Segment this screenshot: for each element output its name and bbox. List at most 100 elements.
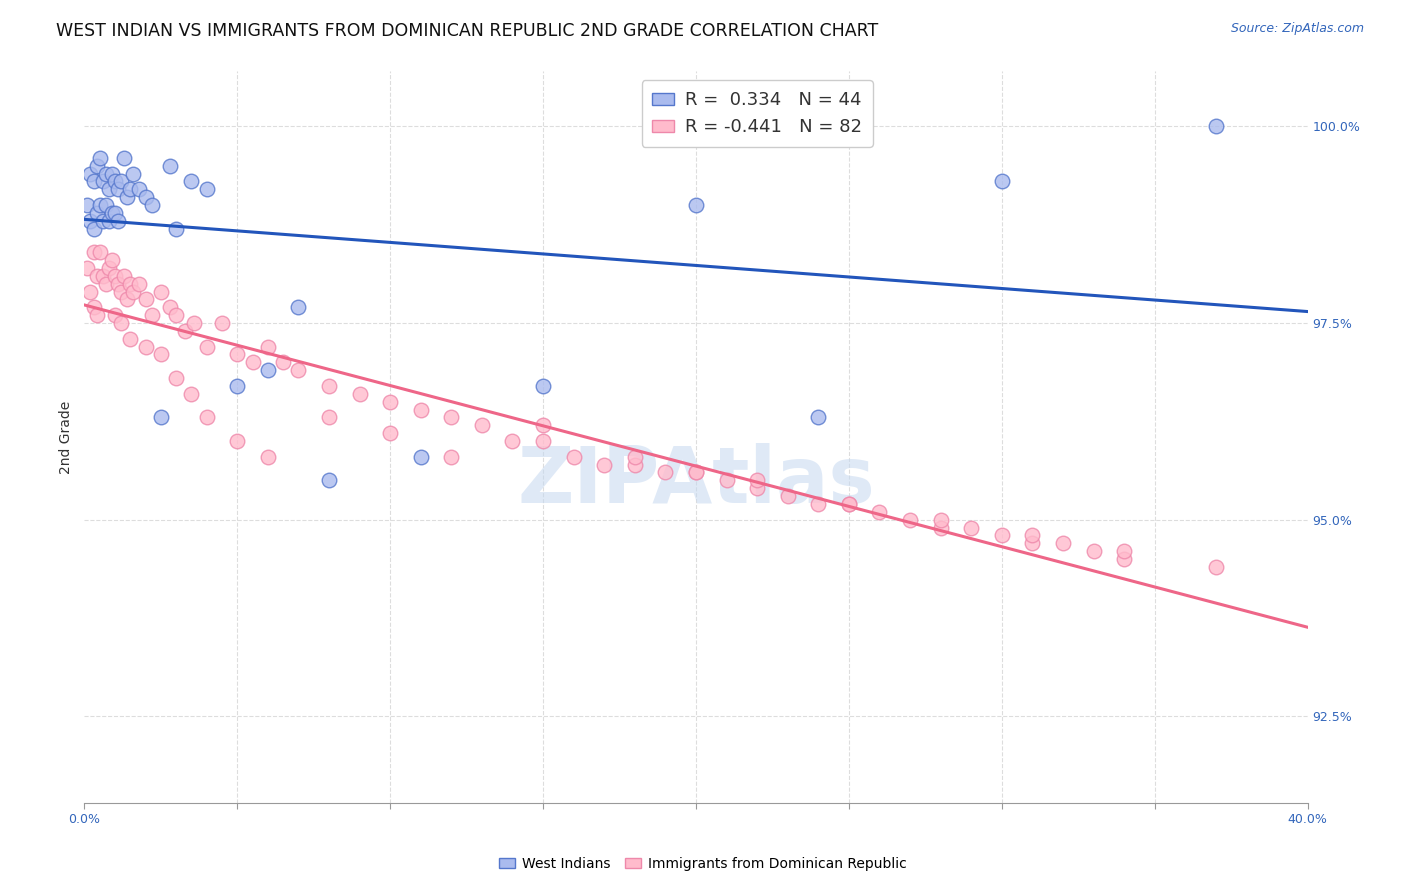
Point	[838, 497, 860, 511]
Point	[120, 182, 142, 196]
Point	[1114, 544, 1136, 558]
Point	[97, 260, 120, 275]
Point	[226, 347, 249, 361]
Point	[1021, 536, 1043, 550]
Legend: West Indians, Immigrants from Dominican Republic: West Indians, Immigrants from Dominican …	[494, 851, 912, 876]
Point	[141, 198, 163, 212]
Text: WEST INDIAN VS IMMIGRANTS FROM DOMINICAN REPUBLIC 2ND GRADE CORRELATION CHART: WEST INDIAN VS IMMIGRANTS FROM DOMINICAN…	[56, 22, 879, 40]
Point	[440, 410, 463, 425]
Point	[624, 458, 647, 472]
Point	[83, 245, 105, 260]
Text: ZIPAtlas: ZIPAtlas	[517, 443, 875, 519]
Point	[122, 285, 145, 299]
Point	[89, 198, 111, 212]
Point	[180, 174, 202, 188]
Point	[685, 466, 707, 480]
Point	[183, 316, 205, 330]
Point	[91, 268, 114, 283]
Point	[79, 285, 101, 299]
Point	[112, 151, 135, 165]
Point	[195, 182, 218, 196]
Point	[226, 379, 249, 393]
Point	[380, 394, 402, 409]
Point	[409, 402, 432, 417]
Point	[562, 450, 585, 464]
Point	[141, 308, 163, 322]
Text: Source: ZipAtlas.com: Source: ZipAtlas.com	[1230, 22, 1364, 36]
Point	[104, 174, 127, 188]
Point	[115, 293, 138, 307]
Point	[120, 332, 142, 346]
Point	[409, 450, 432, 464]
Point	[115, 190, 138, 204]
Point	[128, 277, 150, 291]
Point	[79, 167, 101, 181]
Point	[107, 182, 129, 196]
Point	[97, 182, 120, 196]
Point	[83, 174, 105, 188]
Point	[104, 206, 127, 220]
Point	[349, 387, 371, 401]
Point	[101, 253, 124, 268]
Point	[807, 410, 830, 425]
Point	[83, 221, 105, 235]
Point	[898, 513, 921, 527]
Point	[685, 466, 707, 480]
Point	[1083, 544, 1105, 558]
Point	[380, 426, 402, 441]
Point	[271, 355, 294, 369]
Point	[318, 410, 340, 425]
Point	[502, 434, 524, 448]
Point	[149, 347, 172, 361]
Point	[869, 505, 891, 519]
Point	[929, 520, 952, 534]
Point	[531, 418, 554, 433]
Point	[685, 198, 707, 212]
Point	[86, 308, 108, 322]
Point	[101, 167, 124, 181]
Point	[1021, 528, 1043, 542]
Point	[991, 174, 1014, 188]
Point	[135, 340, 157, 354]
Point	[110, 174, 132, 188]
Point	[593, 458, 616, 472]
Point	[929, 513, 952, 527]
Legend: R =  0.334   N = 44, R = -0.441   N = 82: R = 0.334 N = 44, R = -0.441 N = 82	[641, 80, 873, 147]
Point	[86, 268, 108, 283]
Point	[226, 434, 249, 448]
Point	[257, 450, 280, 464]
Point	[318, 473, 340, 487]
Point	[1114, 552, 1136, 566]
Point	[257, 340, 280, 354]
Point	[211, 316, 233, 330]
Point	[440, 450, 463, 464]
Point	[86, 159, 108, 173]
Point	[471, 418, 494, 433]
Point	[86, 206, 108, 220]
Point	[159, 301, 181, 315]
Point	[112, 268, 135, 283]
Point	[242, 355, 264, 369]
Point	[991, 528, 1014, 542]
Point	[1205, 559, 1227, 574]
Point	[531, 379, 554, 393]
Point	[257, 363, 280, 377]
Point	[159, 159, 181, 173]
Point	[94, 198, 117, 212]
Point	[89, 151, 111, 165]
Point	[76, 260, 98, 275]
Point	[165, 308, 187, 322]
Point	[94, 167, 117, 181]
Y-axis label: 2nd Grade: 2nd Grade	[59, 401, 73, 474]
Point	[104, 268, 127, 283]
Point	[76, 198, 98, 212]
Point	[624, 450, 647, 464]
Point	[128, 182, 150, 196]
Point	[174, 324, 197, 338]
Point	[97, 214, 120, 228]
Point	[960, 520, 983, 534]
Point	[165, 371, 187, 385]
Point	[110, 316, 132, 330]
Point	[1052, 536, 1074, 550]
Point	[531, 434, 554, 448]
